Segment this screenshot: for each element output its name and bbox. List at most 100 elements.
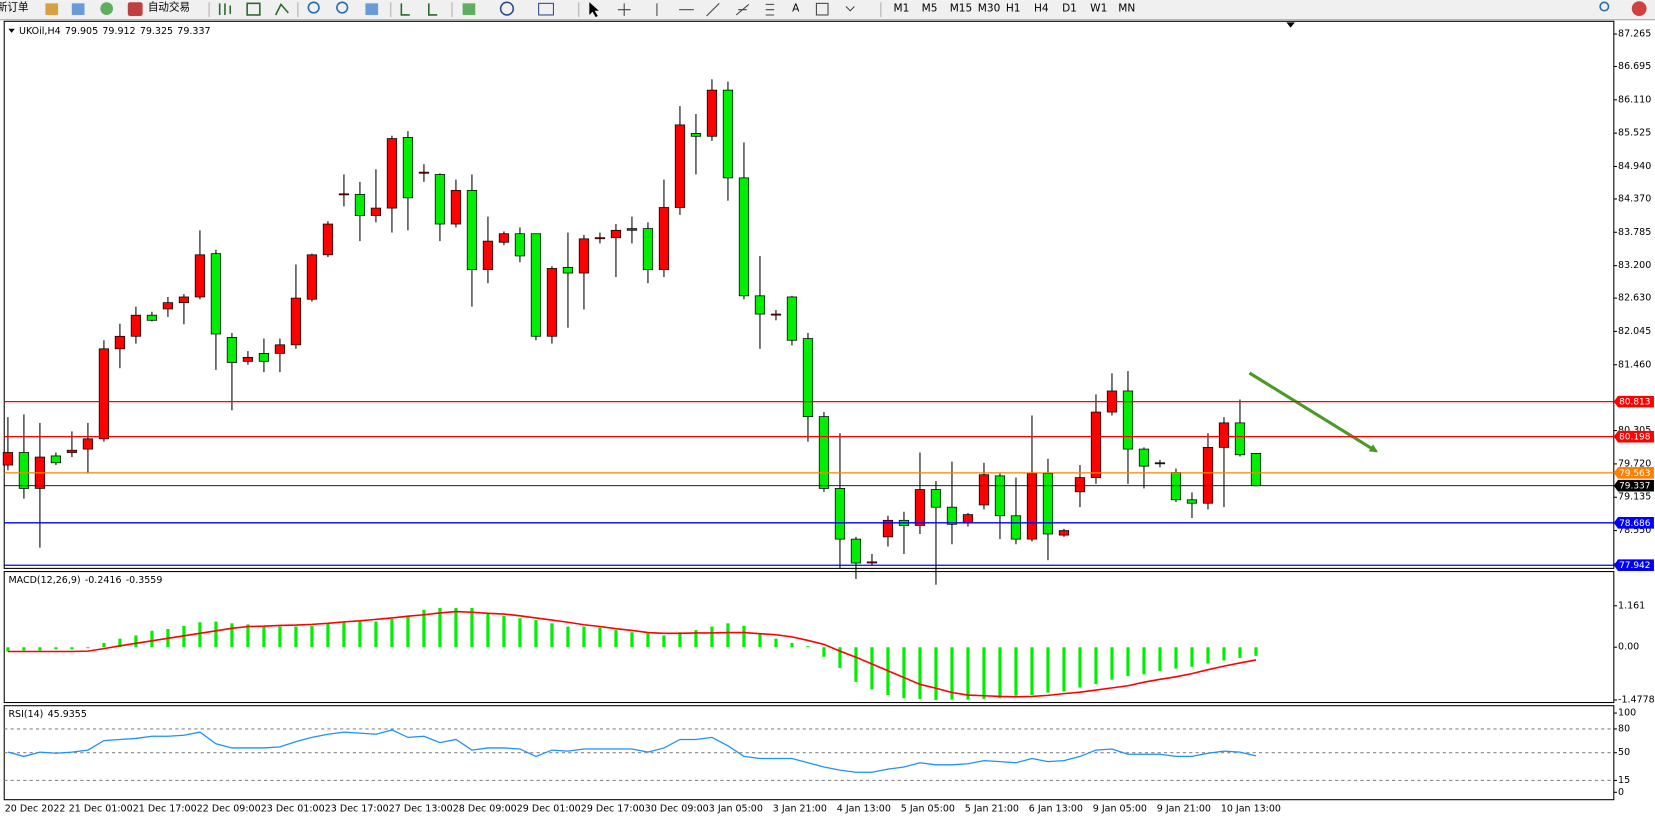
icon[interactable] <box>400 3 410 16</box>
macd-bar <box>22 647 26 651</box>
panel-value: 79.912 <box>102 25 135 36</box>
timeframe-button[interactable]: M15 <box>950 3 973 15</box>
macd-bar <box>1110 647 1114 680</box>
candle-body <box>1026 473 1038 540</box>
candle-body <box>258 352 270 362</box>
panel-title: UKOil,H4 <box>19 25 61 36</box>
timeframe-button[interactable]: M1 <box>894 3 910 15</box>
macd-bar <box>70 647 74 650</box>
crosshair-tool[interactable] <box>617 3 631 17</box>
candle-body <box>962 514 974 524</box>
macd-bar <box>326 623 330 648</box>
timeframe-button[interactable]: W1 <box>1090 3 1107 15</box>
timeframe-button[interactable]: M30 <box>978 3 1001 15</box>
macd-bar <box>1190 647 1194 667</box>
shapes-tool[interactable] <box>845 6 855 12</box>
search-button[interactable] <box>1599 1 1610 12</box>
text-tool[interactable]: A <box>792 3 800 15</box>
signal-line <box>7 610 1257 698</box>
fibo-tool[interactable] <box>765 3 775 16</box>
cursor-tool[interactable] <box>589 2 599 18</box>
candle-body <box>658 207 670 270</box>
macd-bar <box>198 622 202 648</box>
macd-bar <box>518 618 522 648</box>
price-tag <box>1613 479 1654 492</box>
x-tick-label: 6 Jan 13:00 <box>1029 804 1083 815</box>
icon[interactable] <box>218 3 232 15</box>
x-tick-label: 10 Jan 13:00 <box>1221 804 1281 815</box>
macd-bar <box>1094 647 1098 684</box>
toolbar: 新订单 自动交易 A M1 M5 M15 M30 H1 H4 D1 W1 MN <box>0 0 1655 21</box>
timeframe-button[interactable]: H1 <box>1006 3 1021 15</box>
macd-bar <box>774 638 778 648</box>
trendline-tool[interactable] <box>706 2 720 17</box>
macd-bar <box>982 647 986 699</box>
macd-bar <box>790 642 794 648</box>
x-tick-label: 21 Dec 17:00 <box>133 804 197 815</box>
macd-bar <box>1030 647 1034 696</box>
candle-body <box>1234 422 1246 456</box>
y-tick-label: 0 <box>1618 787 1624 798</box>
candle-body <box>930 489 942 508</box>
macd-bar <box>262 625 266 648</box>
macd-bar <box>902 647 906 699</box>
templates-button[interactable] <box>538 2 554 16</box>
y-tick-label: 15 <box>1618 775 1630 786</box>
candle-body <box>18 452 30 489</box>
macd-bar <box>710 626 714 648</box>
price-tag-label: 79.337 <box>1619 482 1650 492</box>
timeframe-button[interactable]: MN <box>1118 3 1135 15</box>
candle-body <box>946 506 958 525</box>
zoom-out[interactable] <box>336 1 349 14</box>
candle-body <box>802 338 814 417</box>
auto-trading-icon[interactable] <box>127 2 143 17</box>
candle-body <box>194 254 206 298</box>
macd-bar <box>822 647 826 657</box>
macd-bar <box>966 647 970 700</box>
x-tick-label: 9 Jan 21:00 <box>1157 804 1211 815</box>
chart-shift-marker <box>1286 22 1295 28</box>
macd-bar <box>1062 647 1066 692</box>
timeframe-button[interactable]: M5 <box>922 3 938 15</box>
alert-button[interactable] <box>1631 1 1647 17</box>
macd-bar <box>1142 647 1146 675</box>
candle-body <box>1122 390 1134 450</box>
label-tool[interactable] <box>815 2 829 16</box>
channel-tool[interactable] <box>735 4 750 16</box>
y-tick-label: 50 <box>1618 747 1630 758</box>
icon[interactable] <box>246 2 261 16</box>
periods-button[interactable] <box>499 1 515 16</box>
icon[interactable] <box>428 3 438 16</box>
candle-body <box>994 475 1006 517</box>
icon[interactable] <box>274 2 289 16</box>
candle-body <box>562 266 574 274</box>
candle-body <box>242 356 254 362</box>
macd-bar <box>358 621 362 648</box>
candle-body <box>434 174 446 225</box>
icon[interactable] <box>71 3 85 15</box>
macd-bar <box>102 642 106 648</box>
macd-bar <box>582 626 586 648</box>
timeframe-bar: M1 M5 M15 M30 H1 H4 D1 W1 MN <box>894 3 1136 15</box>
candle-body <box>82 438 94 450</box>
macd-bar <box>662 635 666 648</box>
y-tick-label: 79.720 <box>1618 458 1651 469</box>
icon[interactable] <box>365 3 379 15</box>
candle-body <box>578 238 590 274</box>
auto-trading-button[interactable]: 自动交易 <box>148 1 190 14</box>
candle-body <box>178 296 190 304</box>
icon[interactable] <box>100 2 114 15</box>
macd-bar <box>1126 647 1130 677</box>
macd-bar <box>726 623 730 648</box>
timeframe-button[interactable]: H4 <box>1034 3 1049 15</box>
y-tick-label: 81.460 <box>1618 359 1651 370</box>
macd-bar <box>1254 647 1258 656</box>
price-tag <box>1613 559 1654 572</box>
indicators-button[interactable] <box>462 3 476 15</box>
macd-bar <box>214 621 218 648</box>
icon[interactable] <box>45 3 59 15</box>
timeframe-button[interactable]: D1 <box>1062 3 1077 15</box>
zoom-in[interactable] <box>307 1 320 14</box>
new-order-button[interactable]: 新订单 <box>0 1 28 14</box>
